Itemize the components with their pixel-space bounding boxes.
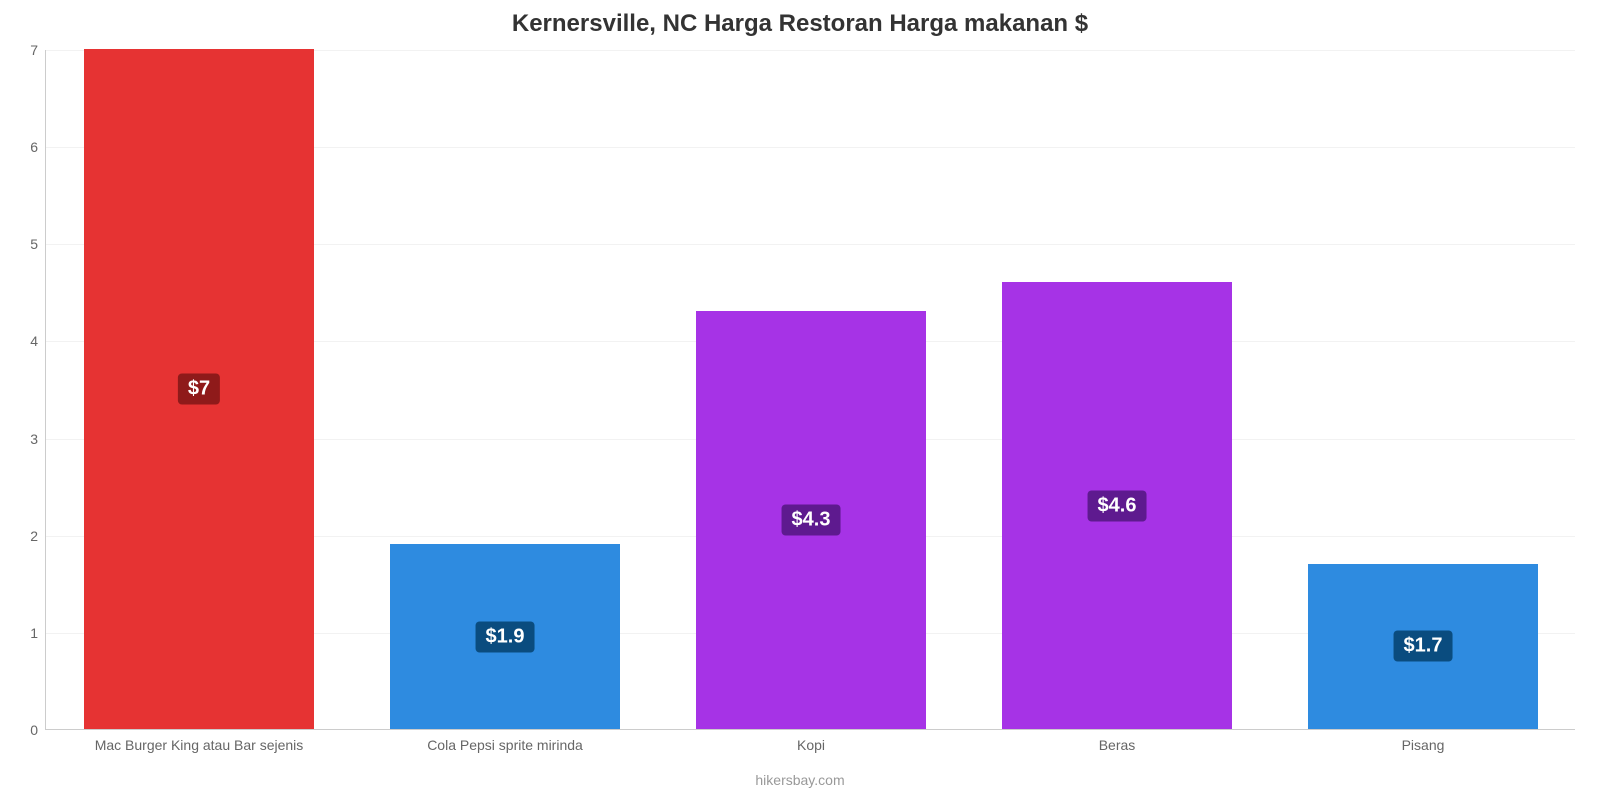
bar-value-label: $1.9 bbox=[476, 621, 535, 652]
x-axis-tick: Kopi bbox=[797, 729, 825, 753]
chart-container: Kernersville, NC Harga Restoran Harga ma… bbox=[0, 0, 1600, 800]
y-axis-tick: 4 bbox=[30, 333, 46, 349]
y-axis-tick: 2 bbox=[30, 528, 46, 544]
y-axis-tick: 5 bbox=[30, 236, 46, 252]
y-axis-tick: 7 bbox=[30, 42, 46, 58]
y-axis-tick: 1 bbox=[30, 625, 46, 641]
x-axis-tick: Cola Pepsi sprite mirinda bbox=[427, 729, 583, 753]
bar-value-label: $1.7 bbox=[1394, 631, 1453, 662]
bar-value-label: $4.3 bbox=[782, 505, 841, 536]
y-axis-tick: 3 bbox=[30, 431, 46, 447]
chart-title: Kernersville, NC Harga Restoran Harga ma… bbox=[0, 10, 1600, 38]
bar-value-label: $4.6 bbox=[1088, 490, 1147, 521]
plot-area: 01234567$7Mac Burger King atau Bar sejen… bbox=[45, 50, 1575, 730]
x-axis-tick: Beras bbox=[1099, 729, 1136, 753]
y-axis-tick: 6 bbox=[30, 139, 46, 155]
bar-value-label: $7 bbox=[178, 374, 220, 405]
x-axis-tick: Mac Burger King atau Bar sejenis bbox=[95, 729, 304, 753]
y-axis-tick: 0 bbox=[30, 722, 46, 738]
x-axis-tick: Pisang bbox=[1402, 729, 1445, 753]
chart-footer: hikersbay.com bbox=[0, 772, 1600, 788]
